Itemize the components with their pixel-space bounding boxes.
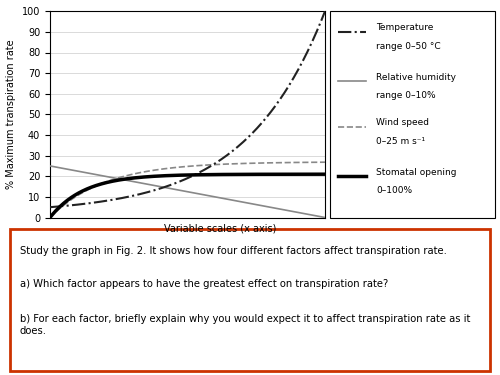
Text: a) Which factor appears to have the greatest effect on transpiration rate?: a) Which factor appears to have the grea… xyxy=(20,279,388,289)
Text: Variable scales (x axis): Variable scales (x axis) xyxy=(164,223,276,233)
Y-axis label: % Maximum transpiration rate: % Maximum transpiration rate xyxy=(6,40,16,189)
Text: Relative humidity: Relative humidity xyxy=(376,73,456,82)
Text: range 0–50 °C: range 0–50 °C xyxy=(376,42,441,51)
Text: Stomatal opening: Stomatal opening xyxy=(376,168,456,177)
Text: Wind speed: Wind speed xyxy=(376,118,429,127)
Text: Study the graph in Fig. 2. It shows how four different factors affect transpirat: Study the graph in Fig. 2. It shows how … xyxy=(20,246,446,256)
Text: 0–25 m s⁻¹: 0–25 m s⁻¹ xyxy=(376,137,426,146)
Text: 0–100%: 0–100% xyxy=(376,186,412,195)
FancyBboxPatch shape xyxy=(330,11,495,217)
Text: range 0–10%: range 0–10% xyxy=(376,92,436,100)
Text: b) For each factor, briefly explain why you would expect it to affect transpirat: b) For each factor, briefly explain why … xyxy=(20,314,470,336)
Text: Temperature: Temperature xyxy=(376,23,434,32)
FancyBboxPatch shape xyxy=(10,229,490,371)
